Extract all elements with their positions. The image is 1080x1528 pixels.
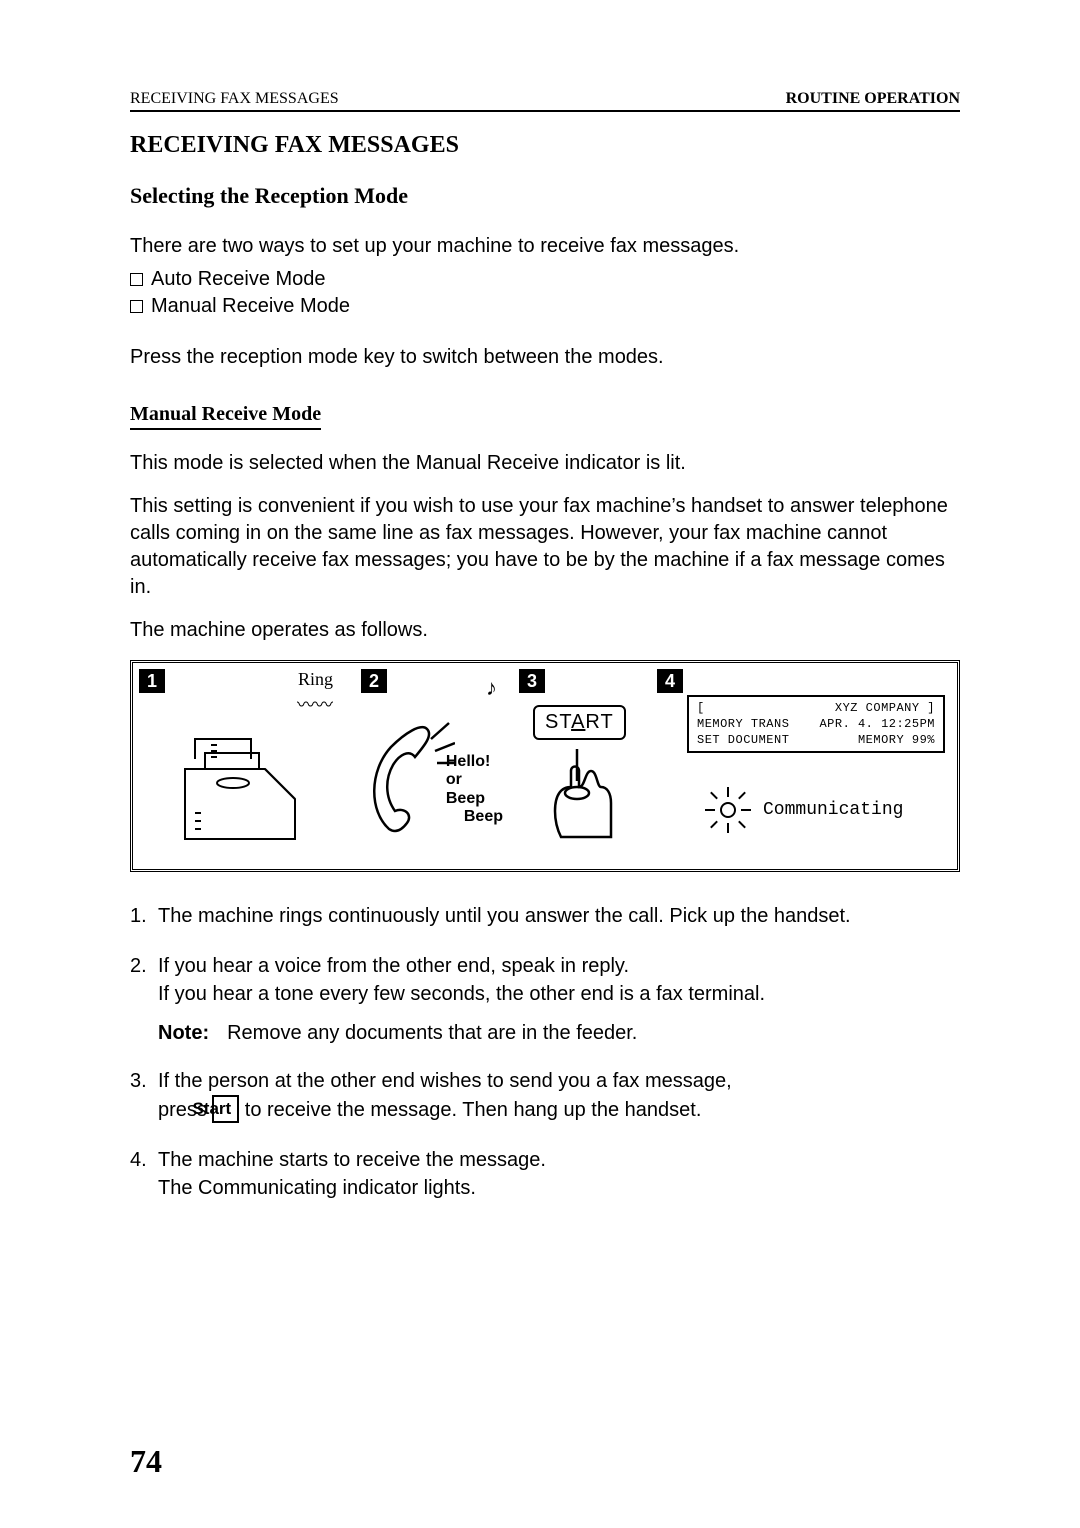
step-item: 4.The machine starts to receive the mess…: [130, 1146, 960, 1202]
communicating-label: Communicating: [763, 800, 903, 820]
fax-machine-icon: [155, 709, 335, 859]
lcd-text: XYZ COMPANY ]: [835, 701, 935, 715]
lcd-display: [ XYZ COMPANY ] MEMORY TRANS APR. 4. 12:…: [687, 695, 945, 753]
step-text: to receive the message. Then hang up the…: [245, 1099, 702, 1121]
checkbox-icon: [130, 273, 143, 286]
music-note-icon: ♪: [486, 675, 497, 701]
step-item: 1.The machine rings continuously until y…: [130, 902, 960, 930]
speech-line: Beep: [446, 790, 503, 808]
intro-text: There are two ways to set up your machin…: [130, 233, 960, 260]
step-list: 1.The machine rings continuously until y…: [130, 902, 960, 1202]
speech-text: Hello! or Beep Beep: [446, 753, 503, 827]
start-button-label: START: [533, 705, 626, 740]
paragraph: This mode is selected when the Manual Re…: [130, 450, 960, 477]
page-header: RECEIVING FAX MESSAGES ROUTINE OPERATION: [130, 90, 960, 112]
step-text: The machine starts to receive the messag…: [158, 1149, 546, 1171]
diagram-panel-4: 4 [ XYZ COMPANY ] MEMORY TRANS APR. 4. 1…: [657, 669, 951, 863]
light-indicator-icon: [705, 787, 751, 833]
panel-number: 4: [657, 669, 683, 693]
lcd-text: MEMORY TRANS: [697, 717, 789, 731]
note-label: Note:: [158, 1022, 209, 1044]
bullet-label: Manual Receive Mode: [151, 295, 350, 317]
lcd-text: MEMORY 99%: [858, 733, 935, 747]
header-left: RECEIVING FAX MESSAGES: [130, 90, 339, 108]
bullet-label: Auto Receive Mode: [151, 268, 326, 290]
step-text: If you hear a tone every few seconds, th…: [158, 983, 765, 1005]
step-text: The machine rings continuously until you…: [158, 905, 851, 927]
checkbox-icon: [130, 300, 143, 313]
subsection-heading: Manual Receive Mode: [130, 403, 321, 430]
lcd-text: [: [697, 701, 705, 715]
section-heading: Selecting the Reception Mode: [130, 183, 960, 209]
speech-line: Hello!: [446, 753, 503, 771]
header-right: ROUTINE OPERATION: [786, 90, 960, 108]
lcd-text: APR. 4. 12:25PM: [819, 717, 935, 731]
paragraph: The machine operates as follows.: [130, 617, 960, 644]
step-item: 2.If you hear a voice from the other end…: [130, 952, 960, 1008]
step-text: If the person at the other end wishes to…: [158, 1070, 732, 1092]
step-item: 3.If the person at the other end wishes …: [130, 1067, 960, 1124]
panel-number: 1: [139, 669, 165, 693]
step-text: If you hear a voice from the other end, …: [158, 955, 629, 977]
speech-line: or: [446, 771, 503, 789]
handset-icon: [365, 699, 455, 849]
page-number: 74: [130, 1443, 162, 1480]
paragraph: This setting is convenient if you wish t…: [130, 493, 960, 601]
diagram-panel-1: 1 Ring 〰〰: [139, 669, 361, 863]
start-key: Start: [212, 1095, 239, 1123]
step-text: The Communicating indicator lights.: [158, 1177, 476, 1199]
diagram-panel-2: 2 ♪ Hello! or Beep Beep: [361, 669, 519, 863]
bullet-item: Manual Receive Mode: [130, 293, 960, 320]
communicating-indicator: Communicating: [705, 787, 903, 833]
press-line: Press the reception mode key to switch b…: [130, 344, 960, 371]
ring-label: Ring: [298, 669, 333, 690]
bullet-item: Auto Receive Mode: [130, 266, 960, 293]
note-text: Remove any documents that are in the fee…: [227, 1022, 637, 1044]
panel-number: 3: [519, 669, 545, 693]
speech-line: Beep: [464, 808, 503, 826]
hand-press-icon: [531, 741, 641, 851]
diagram-panel-3: 3 START: [519, 669, 657, 863]
lcd-text: SET DOCUMENT: [697, 733, 789, 747]
panel-number: 2: [361, 669, 387, 693]
page-title: RECEIVING FAX MESSAGES: [130, 132, 960, 159]
note-line: Note: Remove any documents that are in th…: [158, 1022, 960, 1045]
procedure-diagram: 1 Ring 〰〰 2 ♪: [130, 660, 960, 872]
